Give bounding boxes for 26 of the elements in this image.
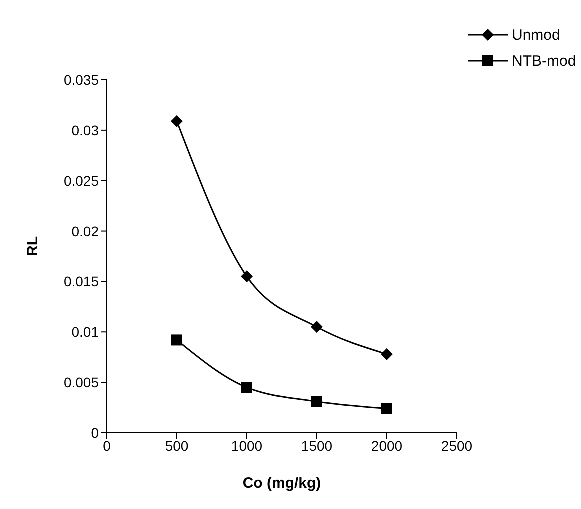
x-tick-label: 2000 — [371, 438, 403, 454]
y-tick-label: 0.01 — [72, 324, 100, 340]
point — [171, 115, 183, 128]
legend-label: NTB-mod — [512, 52, 576, 70]
x-tick-label: 500 — [165, 438, 189, 454]
point — [311, 321, 323, 334]
x-axis-title: Co (mg/kg) — [242, 475, 322, 492]
y-tick-label: 0.025 — [64, 172, 100, 189]
y-axis-title: RL — [24, 236, 42, 256]
x-tick-label: 1000 — [231, 438, 263, 454]
y-tick-label: 0.015 — [64, 274, 100, 290]
y-tick-label: 0.035 — [64, 72, 100, 88]
y-tick-label: 0.03 — [72, 122, 100, 138]
x-tick-label: 1500 — [301, 438, 333, 454]
point — [241, 270, 253, 283]
point — [312, 396, 322, 408]
y-tick-label: 0 — [91, 424, 100, 441]
y-tick-label: 0.005 — [64, 374, 100, 391]
point — [172, 334, 182, 346]
point — [381, 348, 393, 360]
point — [242, 382, 252, 394]
y-tick-label: 0.02 — [72, 223, 100, 240]
x-tick-label: 2500 — [441, 438, 473, 454]
x-tick-label: 0 — [103, 438, 112, 454]
point — [382, 403, 392, 414]
legend-label: Unmod — [512, 26, 560, 44]
